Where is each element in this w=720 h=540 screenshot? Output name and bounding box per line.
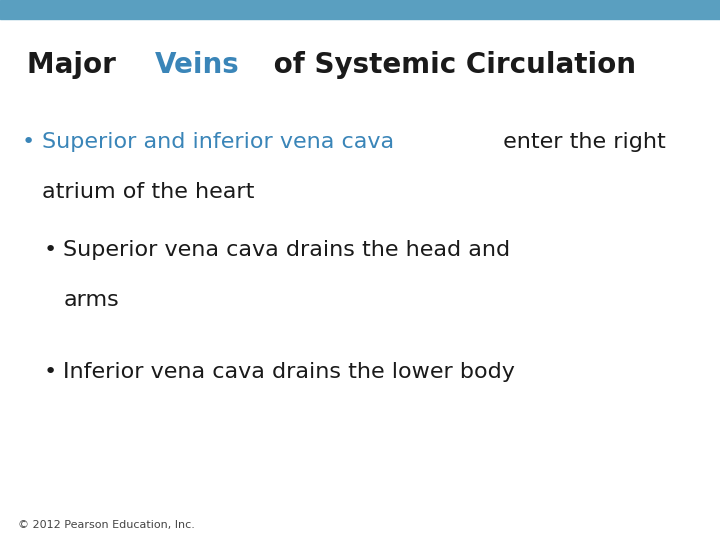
Text: © 2012 Pearson Education, Inc.: © 2012 Pearson Education, Inc. xyxy=(18,520,195,530)
Text: Inferior vena cava drains the lower body: Inferior vena cava drains the lower body xyxy=(63,362,516,382)
Text: •: • xyxy=(22,132,35,152)
Text: enter the right: enter the right xyxy=(496,132,666,152)
Text: •: • xyxy=(43,362,56,382)
Text: of Systemic Circulation: of Systemic Circulation xyxy=(264,51,636,79)
Text: Superior and inferior vena cava: Superior and inferior vena cava xyxy=(42,132,394,152)
Text: arms: arms xyxy=(63,290,119,310)
Text: Major: Major xyxy=(27,51,126,79)
FancyBboxPatch shape xyxy=(0,0,720,19)
Text: atrium of the heart: atrium of the heart xyxy=(42,182,254,202)
Text: Superior vena cava drains the head and: Superior vena cava drains the head and xyxy=(63,240,510,260)
Text: Veins: Veins xyxy=(155,51,239,79)
Text: •: • xyxy=(43,240,56,260)
